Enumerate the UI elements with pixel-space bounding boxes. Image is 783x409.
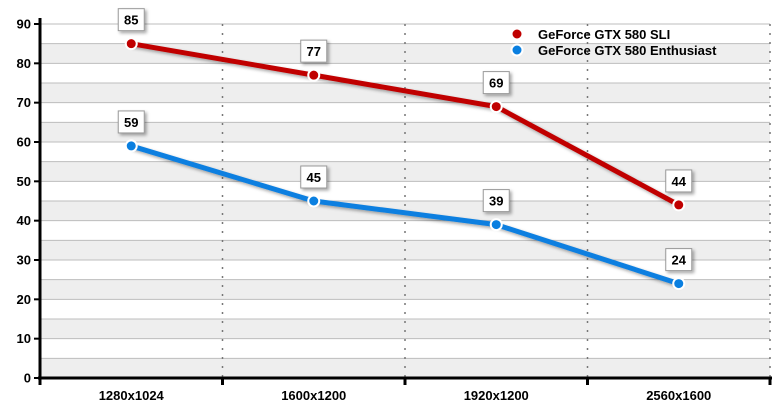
y-tick-label: 20 [17, 292, 31, 307]
data-label: 45 [307, 170, 321, 185]
y-tick-label: 10 [17, 331, 31, 346]
data-label: 85 [124, 13, 138, 28]
data-point [307, 68, 321, 82]
data-point [124, 139, 138, 153]
y-tick-label: 80 [17, 56, 31, 71]
data-point [489, 100, 503, 114]
data-label-box [482, 189, 510, 213]
data-label-box [482, 71, 510, 95]
grid-band [40, 260, 770, 280]
grid-band [40, 279, 770, 300]
legend-label: GeForce GTX 580 Enthusiast [538, 43, 717, 58]
x-tick-label: 1600x1200 [281, 388, 346, 403]
data-label: 24 [672, 253, 687, 268]
y-tick-label: 40 [17, 213, 31, 228]
data-point [672, 277, 686, 291]
y-tick-label: 70 [17, 95, 31, 110]
data-point [489, 218, 503, 232]
y-tick-label: 60 [17, 135, 31, 150]
y-tick-label: 50 [17, 174, 31, 189]
y-tick-label: 30 [17, 253, 31, 268]
grid-band [40, 181, 770, 201]
legend-swatch-marker [510, 43, 524, 57]
data-label-box [117, 110, 145, 134]
grid-band [40, 319, 770, 339]
data-label: 39 [489, 194, 503, 209]
y-tick-label: 0 [24, 371, 31, 386]
data-label-box [117, 8, 145, 32]
grid-band [40, 63, 770, 83]
legend-label: GeForce GTX 580 SLI [538, 27, 670, 42]
data-point [124, 37, 138, 51]
data-label: 59 [124, 115, 138, 130]
grid-band [40, 358, 770, 378]
grid-band [40, 220, 770, 241]
x-tick-label: 1280x1024 [99, 388, 165, 403]
data-label-box [300, 39, 328, 63]
data-label: 77 [307, 44, 321, 59]
series-line [130, 143, 680, 286]
data-label: 44 [672, 174, 687, 189]
grid-band [40, 161, 770, 182]
data-point [307, 194, 321, 208]
data-label-box [665, 169, 693, 193]
x-tick-label: 1920x1200 [464, 388, 529, 403]
data-label-box [665, 248, 693, 272]
x-tick-label: 2560x1600 [646, 388, 711, 403]
series-line [130, 41, 680, 208]
data-label-box [300, 165, 328, 189]
grid-band [40, 299, 770, 319]
data-point [672, 198, 686, 212]
legend-swatch-marker [510, 27, 524, 41]
y-tick-label: 90 [17, 17, 31, 32]
data-label: 69 [489, 76, 503, 91]
grid-band [40, 102, 770, 123]
